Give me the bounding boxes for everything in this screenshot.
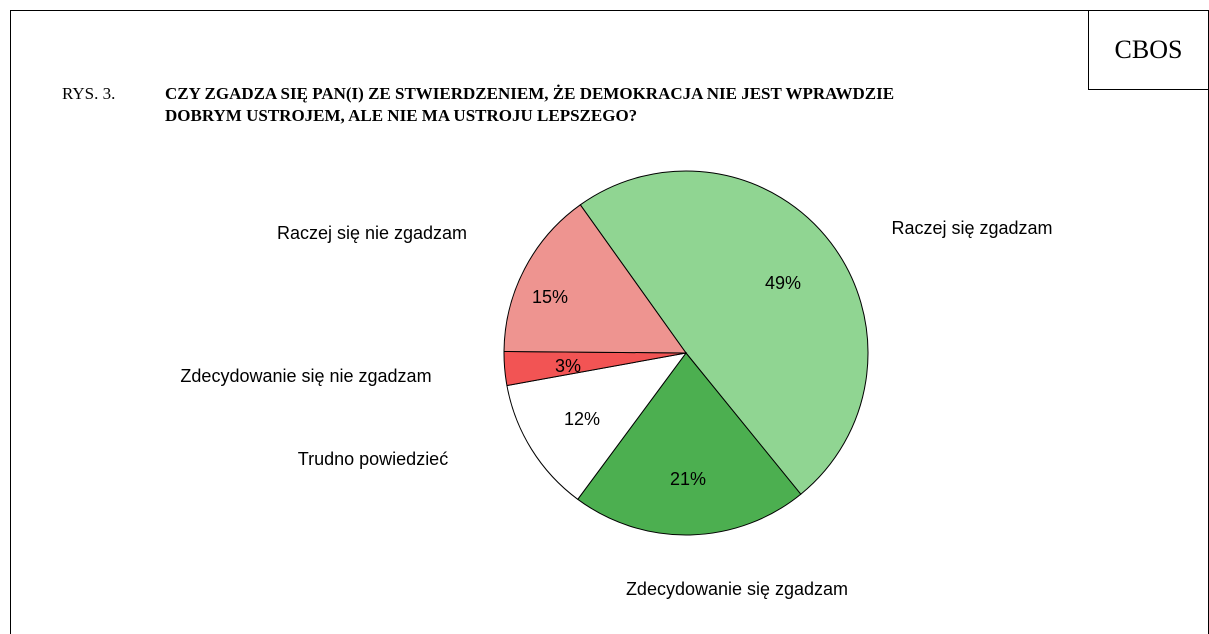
pie-slice [579, 170, 869, 495]
category-label: Zdecydowanie się nie zgadzam [180, 366, 431, 386]
slice-label: 3% [555, 356, 581, 376]
pie-slice [577, 352, 802, 536]
chart-title: CZY ZGADZA SIĘ PAN(I) ZE STWIERDZENIEM, … [165, 84, 895, 125]
pie-slice [506, 352, 688, 501]
slice-label: 21% [670, 469, 706, 489]
category-label: Zdecydowanie się zgadzam [626, 579, 848, 599]
source-box: CBOS [1088, 10, 1208, 90]
slice-label: 49% [765, 273, 801, 293]
slice-label: 15% [532, 287, 568, 307]
category-label: Raczej się nie zgadzam [277, 223, 467, 243]
pie-slice [503, 204, 687, 354]
category-label: Raczej się zgadzam [891, 218, 1052, 238]
category-label: Trudno powiedzieć [298, 449, 448, 469]
slice-label: 12% [564, 409, 600, 429]
figure-label: RYS. 3. [62, 84, 116, 103]
